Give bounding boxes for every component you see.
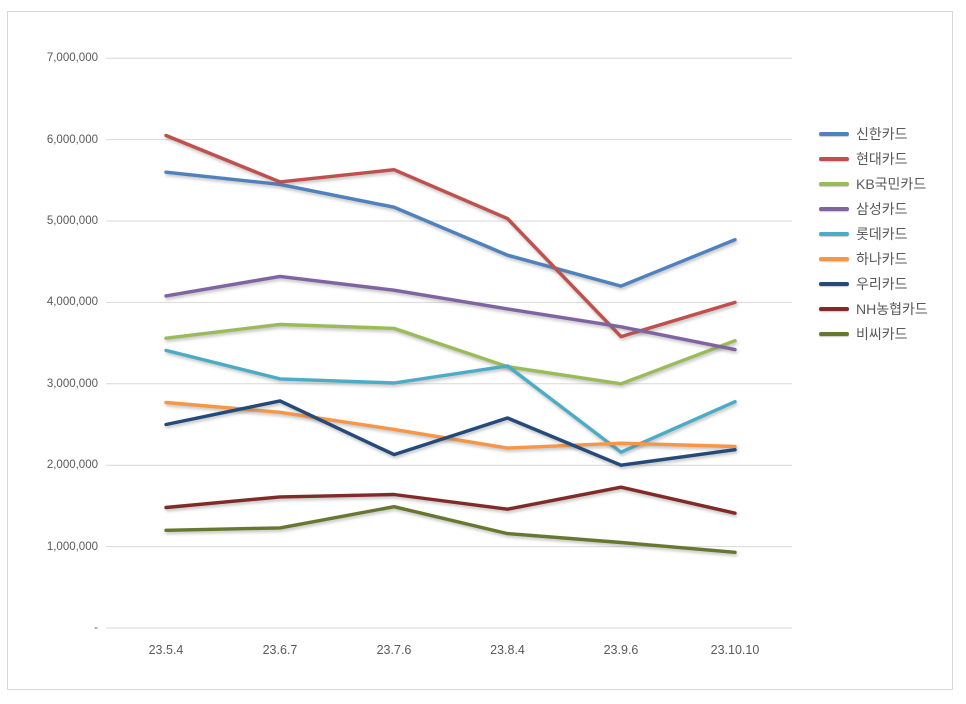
legend-label: 삼성카드 bbox=[856, 200, 908, 217]
y-axis-tick-label: 7,000,000 bbox=[46, 52, 98, 65]
legend-swatch-icon bbox=[819, 181, 849, 186]
legend-label: 신한카드 bbox=[856, 125, 908, 142]
series-line bbox=[164, 505, 737, 554]
legend-item: 비씨카드 bbox=[819, 321, 928, 346]
legend-swatch-icon bbox=[819, 306, 849, 311]
series-line bbox=[164, 400, 737, 450]
legend-swatch-icon bbox=[819, 256, 849, 261]
legend-label: KB국민카드 bbox=[856, 175, 927, 192]
series-line bbox=[164, 399, 737, 467]
legend-item: 롯데카드 bbox=[819, 221, 928, 246]
series-line bbox=[164, 274, 737, 352]
legend-item: NH농협카드 bbox=[819, 296, 928, 321]
y-axis-tick-label: 6,000,000 bbox=[46, 133, 98, 146]
chart-series bbox=[164, 133, 737, 554]
legend-label: 우리카드 bbox=[856, 275, 908, 292]
x-axis-tick-label: 23.9.6 bbox=[603, 643, 639, 657]
y-axis-tick-label: - bbox=[94, 622, 98, 634]
x-axis-tick-label: 23.5.4 bbox=[148, 643, 184, 657]
legend-label: 비씨카드 bbox=[856, 325, 908, 342]
legend-swatch-icon bbox=[819, 156, 849, 161]
legend-label: 롯데카드 bbox=[856, 225, 908, 242]
legend-swatch-icon bbox=[819, 331, 849, 336]
y-axis-tick-label: 4,000,000 bbox=[46, 296, 98, 309]
legend-swatch-icon bbox=[819, 281, 849, 286]
legend-item: KB국민카드 bbox=[819, 171, 928, 196]
legend-swatch-icon bbox=[819, 206, 849, 211]
x-axis-tick-label: 23.8.4 bbox=[490, 643, 525, 657]
legend-item: 신한카드 bbox=[819, 121, 928, 146]
y-axis-tick-label: 5,000,000 bbox=[46, 215, 98, 227]
gridlines bbox=[106, 57, 792, 629]
y-axis-tick-label: 3,000,000 bbox=[46, 377, 98, 390]
legend-item: 삼성카드 bbox=[819, 196, 928, 221]
series-line bbox=[164, 322, 737, 386]
legend-item: 현대카드 bbox=[819, 146, 928, 171]
legend-item: 하나카드 bbox=[819, 246, 928, 271]
legend-label: NH농협카드 bbox=[856, 300, 928, 317]
chart-card: 7,000,000 6,000,000 5,000,000 4,000,000 3,00… bbox=[7, 11, 953, 690]
legend-swatch-icon bbox=[819, 131, 849, 136]
line-chart bbox=[106, 57, 792, 629]
series-line bbox=[164, 133, 737, 339]
series-line bbox=[164, 485, 737, 515]
x-axis-tick-label: 23.10.10 bbox=[710, 643, 760, 657]
x-axis-tick-label: 23.6.7 bbox=[262, 643, 298, 657]
legend-item: 우리카드 bbox=[819, 271, 928, 296]
y-axis-tick-label: 2,000,000 bbox=[46, 459, 98, 472]
y-axis-tick-label: 1,000,000 bbox=[46, 540, 98, 553]
legend-label: 하나카드 bbox=[856, 250, 908, 267]
x-axis-tick-label: 23.7.6 bbox=[376, 643, 412, 657]
legend-swatch-icon bbox=[819, 231, 849, 236]
legend-label: 현대카드 bbox=[856, 150, 908, 167]
series-line bbox=[164, 170, 737, 288]
